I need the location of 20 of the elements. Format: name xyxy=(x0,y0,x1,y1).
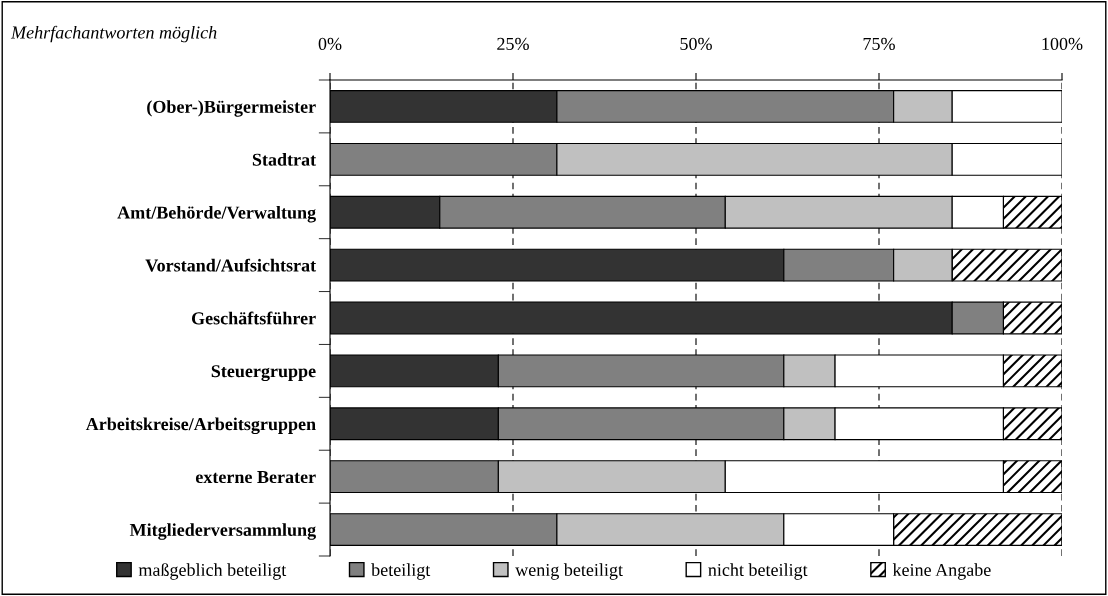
y-tick-label: (Ober-)Bürgermeister xyxy=(147,100,316,117)
text: Mehrfachantworten möglich xyxy=(10,25,217,43)
x-tick-label: 100% xyxy=(1042,37,1083,50)
y-tick-label: Amt/Behörde/Verwaltung xyxy=(117,205,316,223)
y-tick-label: Arbeitskreise/Arbeitsgruppen xyxy=(85,417,316,435)
y-tick-label: Mitgliederversammlung xyxy=(129,523,316,540)
y-tick-label: Vorstand/Aufsichtsrat xyxy=(145,258,317,272)
y-tick-label: Stadtrat xyxy=(252,153,317,166)
y-tick-label: externe Berater xyxy=(195,471,316,484)
y-tick-label: Geschäftsführer xyxy=(191,311,316,325)
x-tick-label: 0% xyxy=(318,37,342,50)
legend-label: keine Angabe xyxy=(892,563,991,580)
legend-label: nicht beteiligt xyxy=(708,563,808,580)
x-tick-label: 50% xyxy=(680,37,712,50)
legend-label: maßgeblich beteiligt xyxy=(138,563,287,580)
x-tick-label: 75% xyxy=(863,37,895,50)
legend-label: beteiligt xyxy=(371,563,431,580)
y-tick-label: Steuergruppe xyxy=(211,365,316,382)
x-tick-label: 25% xyxy=(497,37,529,50)
legend-label: wenig beteiligt xyxy=(515,563,623,580)
